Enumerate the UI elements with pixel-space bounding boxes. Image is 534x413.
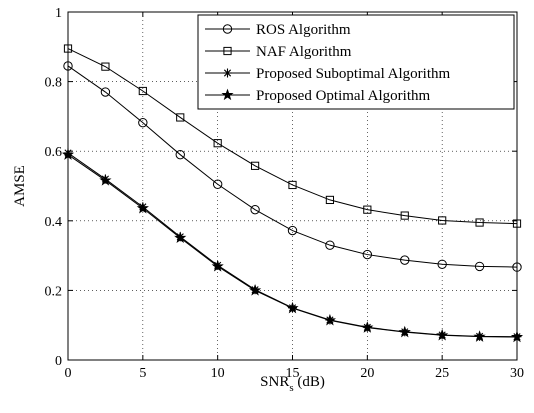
y-tick-label: 0.6 (45, 145, 63, 160)
legend-items: ROS Algorithm NAF Algorithm Proposed Subop… (205, 22, 451, 104)
legend: ROS Algorithm NAF Algorithm Proposed Subop… (197, 14, 515, 110)
legend-item: Proposed Optimal Algorithm (205, 88, 430, 104)
data-point (138, 117, 148, 128)
data-point (99, 174, 112, 186)
legend-item: NAF Algorithm (205, 44, 352, 60)
x-tick-label: 10 (211, 366, 225, 381)
tick-labels: 0 5 10 15 20 25 30 0 0.2 0.4 0.6 0.8 1 (45, 6, 525, 381)
data-point (176, 113, 185, 122)
legend-marker (223, 68, 232, 78)
data-point (325, 195, 335, 205)
data-point (100, 87, 111, 97)
data-point (136, 201, 149, 214)
legend-marker (221, 88, 234, 101)
legend-label: Proposed Optimal Algorithm (256, 88, 430, 104)
data-point (138, 86, 147, 96)
y-tick-label: 0 (55, 354, 62, 369)
data-point (287, 225, 298, 236)
legend-item: Proposed Suboptimal Algorithm (205, 66, 451, 82)
data-point (212, 179, 223, 189)
x-axis-label-subscript: s (289, 382, 293, 394)
data-point (400, 255, 410, 265)
data-point (437, 259, 447, 269)
x-tick-label: 25 (435, 366, 449, 381)
y-tick-label: 0.2 (45, 284, 63, 299)
x-tick-label: 30 (510, 366, 524, 381)
x-tick-label: 20 (360, 366, 374, 381)
data-point (363, 205, 372, 214)
data-point (250, 204, 260, 215)
legend-label: ROS Algorithm (256, 22, 351, 38)
data-point (213, 139, 222, 148)
x-axis-label-unit: (dB) (294, 374, 325, 390)
data-point (211, 259, 224, 272)
legend-box (197, 14, 515, 110)
data-point (325, 240, 335, 250)
marker-stroke (223, 69, 232, 77)
x-tick-label: 5 (139, 366, 146, 381)
x-axis-label-main: SNR (260, 374, 289, 390)
legend-label: Proposed Suboptimal Algorithm (256, 66, 451, 82)
series-circle (63, 61, 522, 272)
data-point (400, 211, 409, 220)
series-line (67, 48, 518, 225)
x-tick-label: 0 (65, 366, 72, 381)
x-axis-label: SNRs (dB) (260, 374, 325, 394)
legend-item: ROS Algorithm (205, 22, 351, 38)
data-point (250, 161, 260, 170)
series-layer (61, 44, 524, 343)
data-point (474, 261, 485, 272)
data-point (398, 325, 411, 338)
x-tick-label: 15 (286, 366, 300, 381)
y-tick-label: 1 (55, 6, 62, 21)
data-point (248, 283, 262, 296)
y-tick-label: 0.4 (45, 215, 63, 230)
data-point (174, 231, 187, 244)
data-point (475, 218, 484, 227)
data-point (436, 328, 449, 341)
data-point (288, 180, 297, 190)
legend-marker (222, 24, 233, 34)
legend-label: NAF Algorithm (256, 44, 352, 60)
data-point (438, 216, 447, 225)
data-point (286, 301, 299, 314)
data-point (175, 149, 185, 160)
data-point (101, 62, 110, 71)
data-point (361, 321, 374, 333)
series-line (67, 65, 518, 268)
series-square (63, 44, 522, 228)
y-axis-label: AMSE (12, 165, 28, 207)
data-point (362, 249, 373, 260)
data-point (473, 330, 486, 342)
y-tick-label: 0.8 (45, 76, 63, 91)
data-point (323, 313, 337, 326)
legend-marker (223, 46, 232, 56)
